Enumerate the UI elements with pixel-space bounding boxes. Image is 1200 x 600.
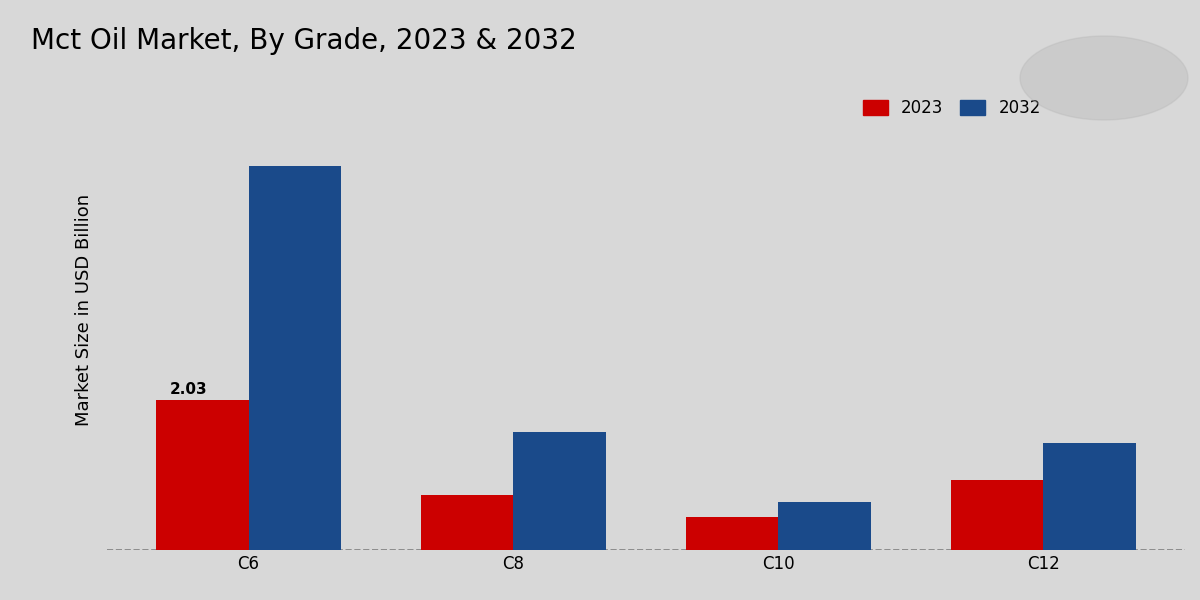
- Bar: [685, 517, 779, 550]
- Bar: [421, 495, 514, 550]
- Text: 2.03: 2.03: [170, 382, 208, 397]
- Y-axis label: Market Size in USD Billion: Market Size in USD Billion: [74, 194, 94, 426]
- Bar: [950, 480, 1043, 550]
- Legend: 2023, 2032: 2023, 2032: [856, 92, 1048, 124]
- Bar: [248, 166, 341, 550]
- Bar: [514, 432, 606, 550]
- Text: Mct Oil Market, By Grade, 2023 & 2032: Mct Oil Market, By Grade, 2023 & 2032: [31, 27, 577, 55]
- Bar: [779, 502, 871, 550]
- Bar: [156, 400, 248, 550]
- Bar: [1043, 443, 1136, 550]
